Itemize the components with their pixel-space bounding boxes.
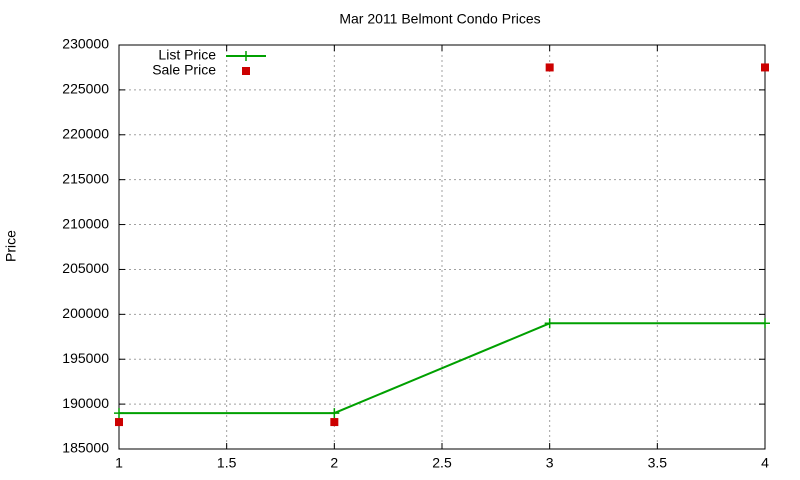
line	[119, 322, 765, 415]
legend-marker	[242, 67, 250, 75]
y-tick-label: 190000	[62, 395, 109, 411]
legend-marker	[241, 51, 251, 61]
point	[760, 318, 770, 329]
y-tick-label: 205000	[62, 260, 109, 276]
legend-label: Sale Price	[152, 62, 216, 78]
point	[115, 418, 123, 427]
legend-label: List Price	[158, 47, 216, 63]
chart-title: Mar 2011 Belmont Condo Prices	[339, 11, 540, 27]
y-tick-label: 215000	[62, 170, 109, 186]
y-tick-label: 195000	[62, 350, 109, 366]
y-tick-label: 225000	[62, 81, 109, 97]
x-tick-label: 2	[330, 455, 338, 471]
point	[330, 418, 339, 427]
y-tick-label: 220000	[62, 125, 109, 141]
x-tick-label: 4	[761, 455, 769, 471]
point	[544, 318, 555, 329]
x-tick-label: 3	[546, 455, 554, 471]
y-tick-label: 185000	[62, 440, 109, 456]
x-tick-label: 3.5	[648, 455, 668, 471]
y-axis-label: Price	[3, 230, 19, 262]
y-tick-label: 230000	[62, 36, 109, 52]
x-tick-label: 2.5	[432, 455, 452, 471]
point	[545, 63, 554, 72]
point	[114, 408, 124, 419]
y-tick-label: 200000	[62, 305, 109, 321]
x-tick-label: 1	[115, 455, 123, 471]
plot-frame	[118, 44, 766, 450]
x-tick-label: 1.5	[217, 455, 237, 471]
point	[761, 63, 769, 72]
y-tick-label: 210000	[62, 215, 109, 231]
point	[329, 408, 340, 419]
